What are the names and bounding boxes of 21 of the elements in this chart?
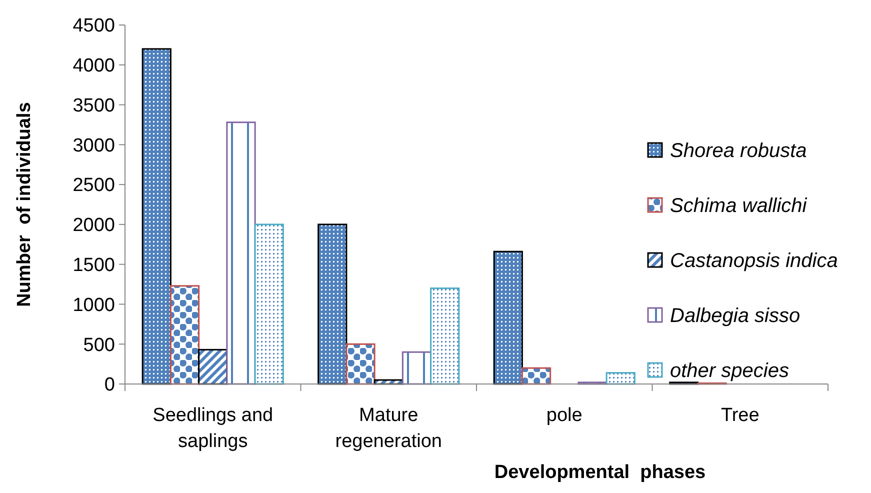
x-tick-label: Mature regeneration [335, 405, 442, 452]
y-tick-label: 1500 [72, 254, 115, 276]
y-tick-label: 0 [104, 374, 115, 396]
y-tick-label: 4500 [72, 16, 115, 37]
x-tick-label: Seedlings and saplings [152, 405, 274, 452]
y-axis-title: Number of individuals [14, 102, 35, 307]
y-tick-label: 3500 [72, 95, 115, 116]
y-tick-label: 500 [83, 334, 115, 356]
legend-label: other species [670, 360, 789, 382]
x-axis-title: Developmental phases [494, 462, 706, 483]
y-tick-label: 4000 [72, 56, 115, 77]
y-tick-label: 1000 [72, 294, 115, 316]
legend-label: Shorea robusta [670, 140, 807, 162]
x-tick-label: pole [546, 405, 582, 426]
y-tick-label: 3000 [72, 135, 115, 156]
x-tick-label: Tree [720, 405, 760, 426]
y-tick-label: 2000 [72, 215, 115, 236]
y-tick-label: 2500 [72, 175, 115, 196]
legend-label: Castanopsis indica [670, 250, 838, 272]
legend-label: Dalbegia sisso [670, 305, 800, 327]
legend-label: Schima wallichi [670, 195, 808, 217]
